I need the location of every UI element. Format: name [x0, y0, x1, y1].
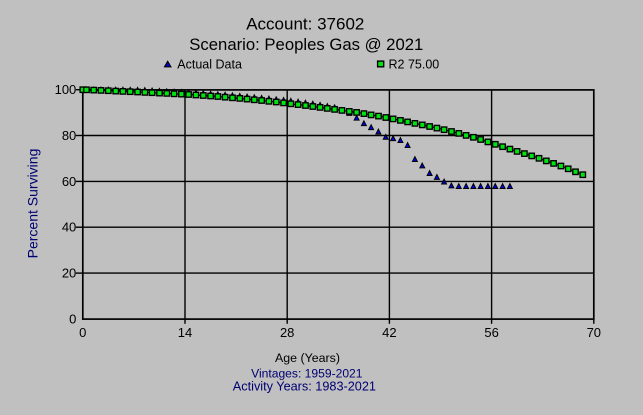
svg-text:100: 100 [55, 82, 77, 97]
svg-text:70: 70 [587, 325, 601, 340]
svg-text:Account: 37602: Account: 37602 [246, 15, 364, 34]
svg-text:Scenario: Peoples Gas @ 2021: Scenario: Peoples Gas @ 2021 [189, 35, 423, 54]
svg-text:0: 0 [79, 325, 86, 340]
svg-text:Percent Surviving: Percent Surviving [25, 149, 41, 259]
svg-text:80: 80 [62, 128, 76, 143]
svg-text:60: 60 [62, 174, 76, 189]
svg-text:14: 14 [178, 325, 192, 340]
svg-text:Activity Years: 1983-2021: Activity Years: 1983-2021 [233, 379, 376, 393]
svg-text:R2 75.00: R2 75.00 [389, 57, 440, 71]
svg-text:Vintages: 1959-2021: Vintages: 1959-2021 [251, 367, 363, 381]
svg-text:20: 20 [62, 266, 76, 281]
svg-text:0: 0 [69, 311, 76, 326]
svg-text:Age (Years): Age (Years) [275, 351, 340, 365]
svg-text:Actual Data: Actual Data [177, 57, 242, 71]
svg-text:40: 40 [62, 220, 76, 235]
svg-text:28: 28 [280, 325, 294, 340]
svg-text:42: 42 [382, 325, 396, 340]
svg-text:56: 56 [484, 325, 498, 340]
